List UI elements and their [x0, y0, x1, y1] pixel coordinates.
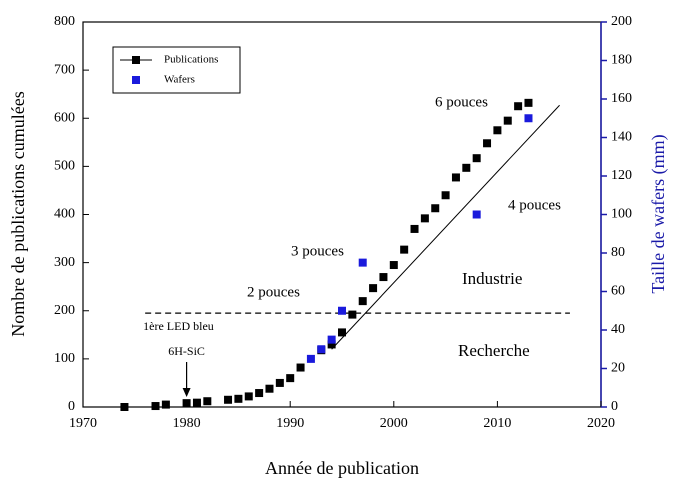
y2-tick-label: 120: [611, 168, 632, 183]
y-tick-label: 200: [54, 303, 75, 318]
point: [369, 284, 378, 293]
y-tick-label: 800: [54, 14, 75, 29]
point: [306, 354, 315, 363]
point: [348, 310, 357, 319]
y2-tick-label: 60: [611, 284, 625, 299]
x-tick-label: 1980: [173, 416, 201, 431]
point: [327, 340, 336, 349]
point: [524, 98, 533, 107]
y2-tick-label: 40: [611, 322, 625, 337]
point: [161, 400, 170, 409]
point: [431, 204, 440, 213]
point: [420, 214, 429, 223]
annotation: 6 pouces: [435, 94, 488, 110]
annotation: 3 pouces: [291, 243, 344, 259]
x-tick-label: 2020: [587, 416, 615, 431]
y-tick-label: 600: [54, 110, 75, 125]
x-tick-label: 2000: [380, 416, 408, 431]
threshold-label: 1ère LED bleu: [143, 319, 214, 333]
x-tick-label: 1970: [69, 416, 97, 431]
legend-marker: [132, 56, 140, 64]
point: [182, 399, 191, 408]
fit-line: [331, 104, 560, 350]
point: [493, 126, 502, 135]
y-tick-label: 300: [54, 255, 75, 270]
y-tick-label: 400: [54, 207, 75, 222]
y-axis-label: Nombre de publications cumulées: [8, 91, 28, 336]
y2-tick-label: 160: [611, 91, 632, 106]
annotation: 2 pouces: [247, 284, 300, 300]
point: [451, 173, 460, 182]
point: [224, 395, 233, 404]
point: [379, 273, 388, 282]
y2-tick-label: 200: [611, 14, 632, 29]
annotation: Industrie: [462, 269, 522, 288]
y2-tick-label: 80: [611, 245, 625, 260]
y2-tick-label: 0: [611, 399, 618, 414]
point: [265, 384, 274, 393]
annotation: Recherche: [458, 341, 530, 360]
legend-box: [112, 46, 241, 94]
arrow-label: 6H-SiC: [168, 344, 205, 358]
point: [503, 116, 512, 125]
y-tick-label: 500: [54, 159, 75, 174]
point: [389, 261, 398, 270]
point: [462, 163, 471, 172]
point: [441, 191, 450, 200]
annotation: 4 pouces: [508, 197, 561, 213]
y2-tick-label: 140: [611, 130, 632, 145]
point: [120, 403, 129, 411]
point: [203, 397, 212, 406]
point: [192, 398, 201, 407]
x-axis-label: Année de publication: [265, 458, 419, 478]
point: [275, 378, 284, 387]
point: [514, 102, 523, 111]
point: [338, 306, 346, 315]
point: [400, 245, 409, 254]
point: [234, 394, 243, 403]
y-tick-label: 100: [54, 351, 75, 366]
x-tick-label: 1990: [276, 416, 304, 431]
x-tick-label: 2010: [483, 416, 511, 431]
point: [151, 402, 160, 411]
point: [317, 345, 326, 354]
point: [286, 374, 295, 383]
point: [483, 139, 492, 148]
y2-axis-label: Taille de wafers (mm): [648, 134, 669, 293]
point: [296, 363, 305, 372]
point: [358, 297, 367, 306]
legend-marker: [132, 76, 140, 84]
point: [244, 392, 253, 401]
y2-tick-label: 100: [611, 207, 632, 222]
y2-tick-label: 180: [611, 53, 632, 68]
point: [472, 154, 481, 163]
point: [255, 389, 264, 398]
point: [338, 328, 346, 337]
point: [410, 224, 419, 233]
y-tick-label: 0: [68, 399, 75, 414]
legend-label: Publications: [164, 54, 218, 66]
point: [524, 114, 533, 123]
point: [472, 210, 481, 219]
legend-label: Wafers: [164, 74, 195, 86]
point: [358, 258, 367, 267]
y2-tick-label: 20: [611, 361, 625, 376]
y-tick-label: 700: [54, 62, 75, 77]
point: [327, 335, 336, 344]
arrow-head: [182, 388, 191, 397]
